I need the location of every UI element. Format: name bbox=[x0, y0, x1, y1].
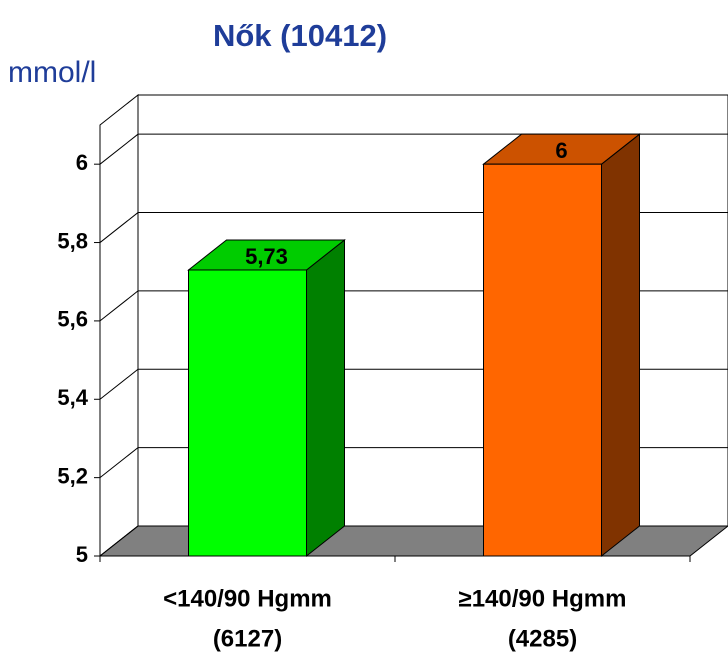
x-tick-label: (6127) bbox=[213, 625, 282, 652]
y-axis-label: mmol/l bbox=[8, 56, 96, 89]
chart-title: Nők (10412) bbox=[213, 18, 387, 53]
bar bbox=[188, 269, 307, 557]
value-label: 6 bbox=[555, 138, 567, 163]
y-tick-label: 5 bbox=[76, 542, 88, 567]
y-tick-label: 5,2 bbox=[57, 463, 88, 488]
bar bbox=[483, 163, 602, 557]
y-tick-label: 5,8 bbox=[57, 228, 88, 253]
y-tick-label: 5,4 bbox=[57, 385, 88, 410]
bar-side bbox=[306, 238, 345, 558]
bar-side bbox=[601, 133, 640, 558]
left-wall bbox=[99, 93, 139, 558]
y-tick-label: 5,6 bbox=[57, 307, 88, 332]
y-tick-label: 6 bbox=[76, 150, 88, 175]
value-label: 5,73 bbox=[245, 244, 288, 269]
x-tick-label: ≥140/90 Hgmm bbox=[459, 585, 627, 612]
x-tick-label: (4285) bbox=[508, 625, 577, 652]
x-tick-label: <140/90 Hgmm bbox=[163, 585, 332, 612]
